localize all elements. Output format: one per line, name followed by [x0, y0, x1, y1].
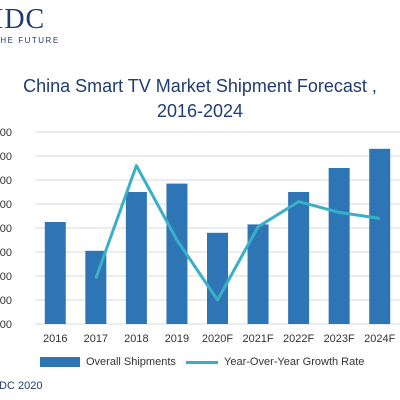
legend-swatch-bar [40, 357, 80, 368]
x-tick-label: 2022F [283, 333, 314, 345]
x-tick-label: 2020F [202, 333, 233, 345]
x-tick-label: 2024F [364, 333, 395, 345]
legend-label-shipments: Overall Shipments [86, 356, 176, 368]
y-tick-label: 3.00 [0, 271, 12, 283]
bar [166, 183, 188, 324]
bar [85, 250, 107, 324]
x-tick-label: 2023F [324, 333, 355, 345]
y-tick-label: 8.00 [0, 151, 12, 163]
x-tick-label: 2017 [84, 333, 108, 345]
x-tick-label: 2018 [124, 333, 148, 345]
bar [44, 222, 66, 324]
bar [125, 192, 147, 324]
bar [328, 168, 350, 324]
y-tick-label: 7.00 [0, 175, 12, 187]
chart-title-line1: China Smart TV Market Shipment Forecast … [23, 76, 377, 96]
x-tick-label: 2016 [43, 333, 67, 345]
x-tick-label: 2019 [165, 333, 189, 345]
legend-swatch-line [186, 360, 218, 364]
logo-tagline: THE FUTURE [0, 36, 60, 45]
bar [369, 148, 391, 324]
x-tick-label: 2021F [242, 333, 273, 345]
chart-title-line2: 2016-2024 [156, 101, 244, 121]
logo-mark: IDC [0, 4, 46, 35]
bar [247, 224, 269, 324]
y-tick-label: 6.00 [0, 199, 12, 211]
y-tick-label: 4.00 [0, 247, 12, 259]
source-note: IDC 2020 [0, 380, 43, 392]
legend-label-growth: Year-Over-Year Growth Rate [224, 356, 365, 368]
idc-logo: IDC THE FUTURE [0, 4, 60, 46]
legend-item-growth: Year-Over-Year Growth Rate [186, 356, 364, 368]
y-tick-label: 1.00 [0, 319, 12, 331]
bar [288, 192, 310, 324]
chart-title: China Smart TV Market Shipment Forecast … [0, 74, 400, 124]
y-tick-label: 5.00 [0, 223, 12, 235]
bar [207, 232, 228, 324]
growth-line [94, 164, 380, 302]
y-tick-label: 9.00 [0, 127, 12, 139]
legend-item-shipments: Overall Shipments [40, 356, 176, 368]
y-tick-label: 2.00 [0, 295, 12, 307]
